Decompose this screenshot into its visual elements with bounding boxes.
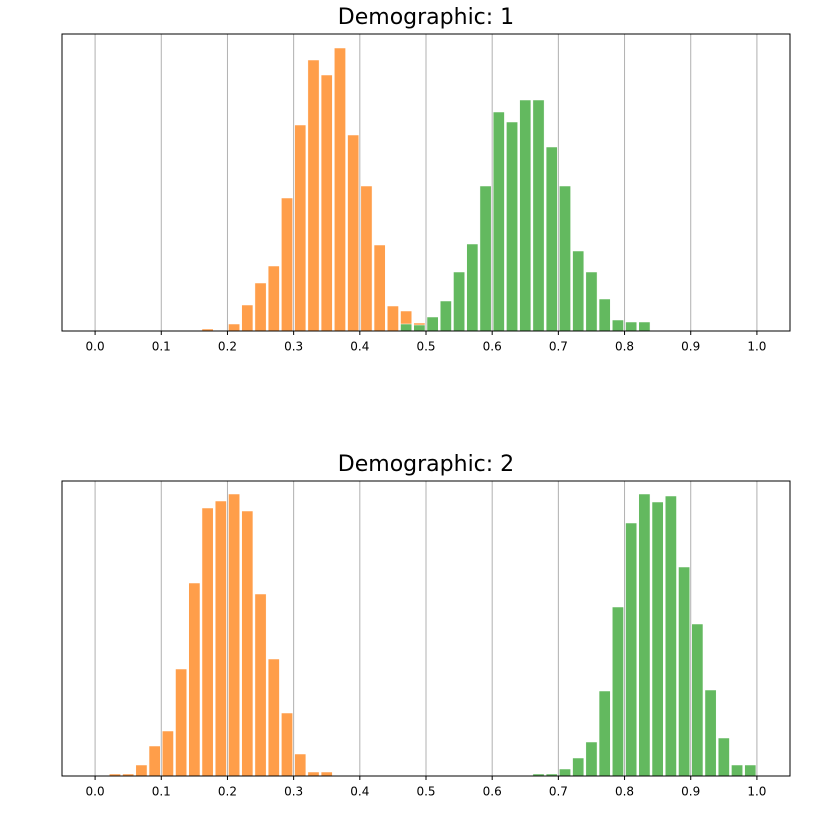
bar <box>585 271 598 332</box>
x-tick-label: 0.7 <box>549 340 568 354</box>
bar <box>281 197 293 332</box>
x-tick-label: 0.2 <box>218 340 237 354</box>
bar <box>135 764 148 777</box>
bar <box>241 510 254 777</box>
x-tick-label: 0.1 <box>152 785 171 799</box>
bar <box>387 305 399 332</box>
x-tick-label: 0.4 <box>350 340 369 354</box>
bar <box>572 757 585 777</box>
x-tick-label: 0.8 <box>615 785 634 799</box>
bar <box>347 134 360 332</box>
bar <box>320 74 333 332</box>
bar <box>214 500 227 777</box>
bar <box>638 321 651 332</box>
plot-frame <box>61 480 791 777</box>
x-tick-label: 1.0 <box>747 340 766 354</box>
bar <box>612 606 624 777</box>
bar <box>241 304 254 332</box>
bar <box>691 623 704 777</box>
bar <box>559 768 571 777</box>
bar <box>307 771 320 777</box>
bar <box>294 124 307 332</box>
x-tick-label: 0.4 <box>350 785 369 799</box>
bar <box>492 111 505 332</box>
bar <box>294 753 307 777</box>
bar <box>519 99 532 332</box>
bar <box>704 689 717 777</box>
x-tick-label: 0.6 <box>483 340 502 354</box>
bar <box>717 737 730 777</box>
bar <box>307 59 320 332</box>
bar <box>426 316 439 332</box>
bar <box>572 250 585 332</box>
x-tick-label: 0.0 <box>86 340 105 354</box>
bar <box>254 282 267 332</box>
bar <box>625 321 638 332</box>
x-tick-label: 0.1 <box>152 340 171 354</box>
bar <box>254 593 267 777</box>
x-tick-label: 0.6 <box>483 785 502 799</box>
bar <box>373 244 386 332</box>
bar <box>664 495 677 777</box>
bar <box>598 690 611 777</box>
bar <box>201 507 214 777</box>
chart-title: Demographic: 1 <box>338 5 514 30</box>
x-tick-label: 0.0 <box>86 785 105 799</box>
x-tick-label: 0.5 <box>416 785 435 799</box>
bar <box>731 764 743 777</box>
bar <box>598 298 611 332</box>
bar <box>453 271 465 332</box>
bar <box>585 741 598 777</box>
x-tick-label: 0.9 <box>681 785 700 799</box>
bar <box>228 323 240 332</box>
bar <box>466 243 479 332</box>
bar <box>439 300 452 332</box>
bar <box>267 658 280 777</box>
bar <box>744 764 757 777</box>
x-tick-label: 0.3 <box>284 340 303 354</box>
chart-title: Demographic: 2 <box>338 452 514 477</box>
bar <box>625 522 638 777</box>
x-tick-label: 0.8 <box>615 340 634 354</box>
x-tick-label: 0.2 <box>218 785 237 799</box>
bar <box>612 319 624 332</box>
bar <box>320 771 333 777</box>
bar <box>545 146 558 332</box>
bar <box>334 47 346 332</box>
bar <box>175 668 188 777</box>
bar <box>532 99 545 332</box>
bar <box>162 730 174 777</box>
bar <box>678 566 690 777</box>
bar <box>360 185 373 332</box>
x-tick-label: 0.7 <box>549 785 568 799</box>
bar <box>148 745 161 777</box>
x-tick-label: 0.3 <box>284 785 303 799</box>
bar <box>506 121 518 332</box>
x-tick-label: 0.9 <box>681 340 700 354</box>
bar <box>188 582 201 777</box>
bar <box>281 712 293 777</box>
bar <box>228 493 240 777</box>
bar <box>413 324 426 332</box>
bar <box>638 493 651 777</box>
x-tick-label: 1.0 <box>747 785 766 799</box>
bar <box>559 185 571 332</box>
plot-frame <box>61 33 791 332</box>
x-tick-label: 0.5 <box>416 340 435 354</box>
bar <box>267 265 280 332</box>
bar <box>479 185 492 332</box>
bar <box>400 323 413 332</box>
bar <box>651 501 664 777</box>
